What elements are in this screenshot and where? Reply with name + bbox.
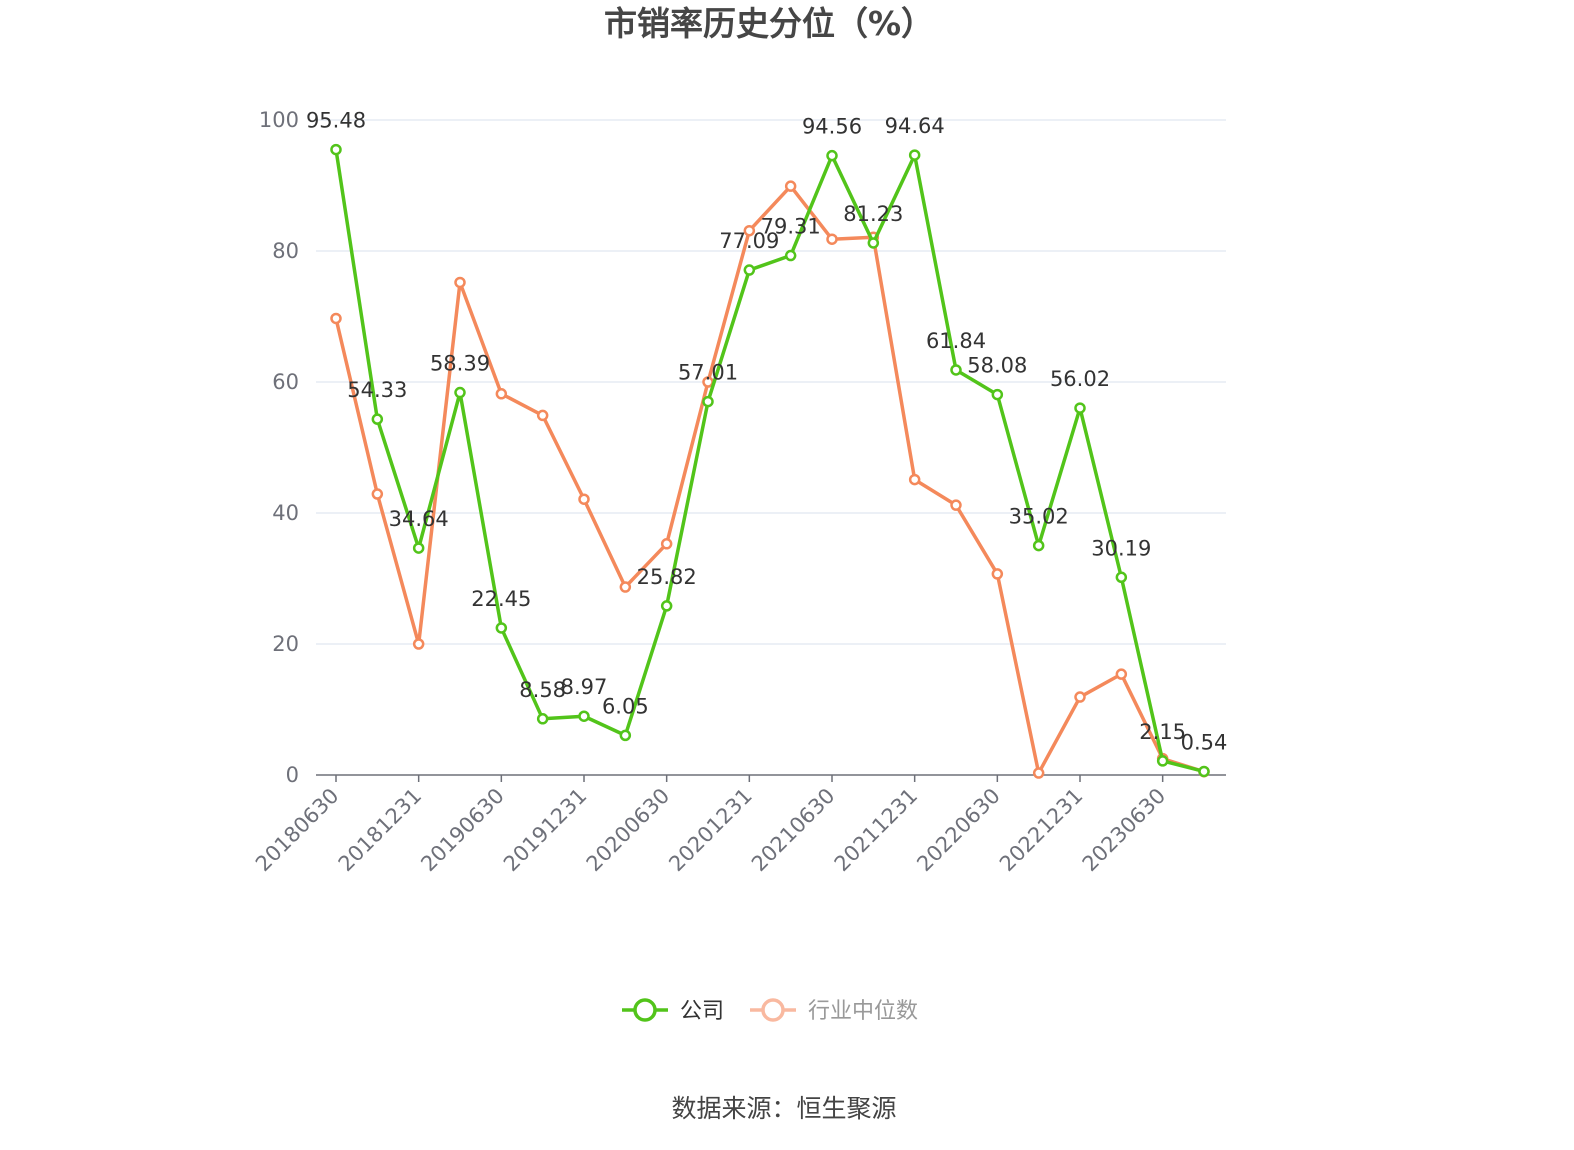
data-point[interactable]: [578, 710, 590, 722]
data-label: 58.08: [967, 354, 1027, 378]
data-point[interactable]: [826, 149, 838, 162]
legend-marker: [761, 998, 785, 1022]
data-point[interactable]: [619, 581, 632, 593]
x-tick-label: 20191231: [499, 784, 592, 877]
series-1: [330, 180, 1210, 779]
data-label: 57.01: [678, 361, 738, 385]
data-point[interactable]: [495, 388, 508, 400]
data-label: 8.58: [519, 678, 566, 702]
data-labels: 95.48 54.33 34.64 58.39 22.45 8.588.976.05 25.…: [306, 109, 1227, 755]
data-point[interactable]: [991, 388, 1004, 401]
x-tick-label: 20180630: [251, 784, 344, 877]
data-label: 58.39: [430, 352, 490, 376]
data-label: 61.84: [926, 329, 986, 353]
x-tick-label: 20201231: [664, 784, 757, 877]
chart-title: 市销率历史分位（%）: [604, 4, 934, 43]
data-label: 35.02: [1009, 505, 1069, 529]
data-point[interactable]: [867, 237, 880, 249]
data-point[interactable]: [784, 249, 797, 262]
legend-item-1[interactable]: 行业中位数: [750, 998, 918, 1024]
legend-item-0[interactable]: 公司: [622, 998, 724, 1024]
data-point[interactable]: [950, 364, 962, 376]
x-tick-label: 20221231: [995, 784, 1088, 877]
x-tick-label: 20220630: [912, 784, 1005, 877]
y-tick-label: 0: [286, 763, 299, 787]
data-point[interactable]: [330, 143, 342, 156]
y-tick-label: 80: [272, 239, 299, 263]
data-label: 30.19: [1091, 536, 1151, 560]
y-tick-label: 20: [272, 632, 299, 656]
data-point[interactable]: [908, 149, 921, 161]
data-label: 77.09: [719, 229, 779, 253]
legend-label: 行业中位数: [808, 999, 918, 1024]
data-label: 94.64: [885, 114, 945, 138]
data-point[interactable]: [991, 568, 1004, 580]
data-point[interactable]: [412, 638, 425, 650]
data-point[interactable]: [1115, 668, 1128, 680]
data-label: 0.54: [1181, 730, 1228, 754]
data-point[interactable]: [371, 488, 384, 500]
data-point[interactable]: [1115, 571, 1128, 584]
data-label: 79.31: [761, 215, 821, 239]
data-point[interactable]: [578, 493, 590, 505]
data-point[interactable]: [1074, 691, 1086, 703]
y-tick-label: 40: [272, 501, 299, 525]
x-tick-label: 20190630: [416, 784, 509, 877]
data-label: 22.45: [471, 587, 531, 611]
x-tick-label: 20211231: [830, 784, 923, 877]
legend-label: 公司: [680, 999, 724, 1024]
data-point[interactable]: [784, 180, 797, 192]
x-axis: 2018063020181231201906302019123120200630…: [251, 774, 1226, 877]
data-point[interactable]: [660, 538, 673, 550]
data-label: 56.02: [1050, 367, 1110, 391]
data-label: 94.56: [802, 115, 862, 139]
plot-lines: [330, 143, 1210, 779]
data-point[interactable]: [536, 409, 549, 422]
data-label: 25.82: [637, 565, 697, 589]
legend[interactable]: 公司 行业中位数: [622, 998, 918, 1024]
data-point[interactable]: [536, 713, 549, 725]
series-line: [334, 184, 1205, 775]
y-tick-label: 100: [259, 108, 299, 132]
x-tick-label: 20210630: [747, 784, 840, 877]
data-point[interactable]: [950, 499, 962, 511]
legend-marker: [633, 998, 657, 1022]
data-label: 2.15: [1139, 720, 1186, 744]
data-point[interactable]: [1032, 539, 1045, 552]
data-point[interactable]: [826, 233, 838, 245]
data-point[interactable]: [454, 386, 466, 399]
data-point[interactable]: [660, 600, 673, 612]
y-tick-label: 60: [272, 370, 299, 394]
data-point[interactable]: [702, 395, 714, 408]
data-point[interactable]: [371, 413, 384, 425]
data-label: 54.33: [347, 378, 407, 402]
data-label: 95.48: [306, 109, 366, 133]
y-axis: 0 20 40 60 80 100: [259, 108, 299, 787]
data-point[interactable]: [412, 542, 425, 554]
data-point[interactable]: [1198, 765, 1210, 778]
data-label: 6.05: [602, 694, 649, 718]
data-point[interactable]: [454, 276, 466, 289]
x-tick-label: 20200630: [582, 784, 675, 877]
data-point[interactable]: [743, 224, 756, 237]
data-point[interactable]: [743, 264, 756, 276]
series-line: [334, 149, 1205, 774]
data-label: 8.97: [561, 675, 608, 699]
series-0: [330, 143, 1210, 778]
x-tick-label: 20181231: [334, 784, 427, 877]
data-point[interactable]: [1074, 402, 1086, 414]
data-point[interactable]: [330, 312, 342, 325]
data-label: 34.64: [389, 507, 449, 531]
data-point[interactable]: [495, 622, 508, 634]
data-point[interactable]: [1032, 767, 1045, 779]
data-label: 81.23: [843, 202, 903, 226]
x-tick-label: 20230630: [1078, 784, 1171, 877]
data-point[interactable]: [908, 473, 921, 486]
data-point[interactable]: [1156, 755, 1169, 767]
grid-lines: [316, 119, 1226, 645]
data-point[interactable]: [619, 729, 632, 742]
data-source: 数据来源：恒生聚源: [671, 1094, 896, 1123]
